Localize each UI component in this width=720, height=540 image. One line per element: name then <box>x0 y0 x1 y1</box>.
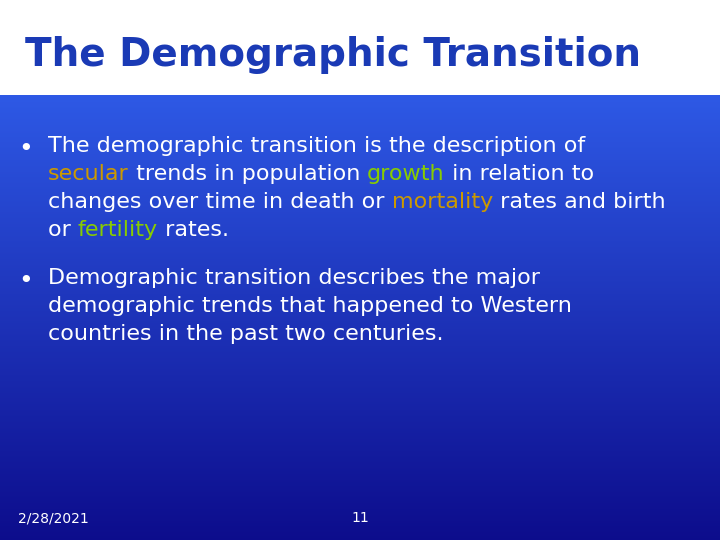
Text: Demographic transition describes the major: Demographic transition describes the maj… <box>48 268 540 288</box>
Text: growth: growth <box>367 165 445 185</box>
Text: secular: secular <box>48 165 129 185</box>
Text: 11: 11 <box>351 511 369 525</box>
Text: changes over time in death or: changes over time in death or <box>48 192 392 213</box>
Text: The demographic transition is the description of: The demographic transition is the descri… <box>48 137 585 157</box>
Text: 2/28/2021: 2/28/2021 <box>18 511 89 525</box>
Text: mortality: mortality <box>392 192 493 213</box>
Text: •: • <box>18 268 32 293</box>
Text: The Demographic Transition: The Demographic Transition <box>25 36 642 74</box>
Text: trends in population: trends in population <box>129 165 367 185</box>
Text: countries in the past two centuries.: countries in the past two centuries. <box>48 325 444 345</box>
Text: rates.: rates. <box>158 220 229 240</box>
Text: •: • <box>18 137 32 160</box>
Text: fertility: fertility <box>78 220 158 240</box>
Text: rates and birth: rates and birth <box>493 192 665 213</box>
Text: demographic trends that happened to Western: demographic trends that happened to West… <box>48 296 572 316</box>
Text: in relation to: in relation to <box>445 165 594 185</box>
Text: or: or <box>48 220 78 240</box>
